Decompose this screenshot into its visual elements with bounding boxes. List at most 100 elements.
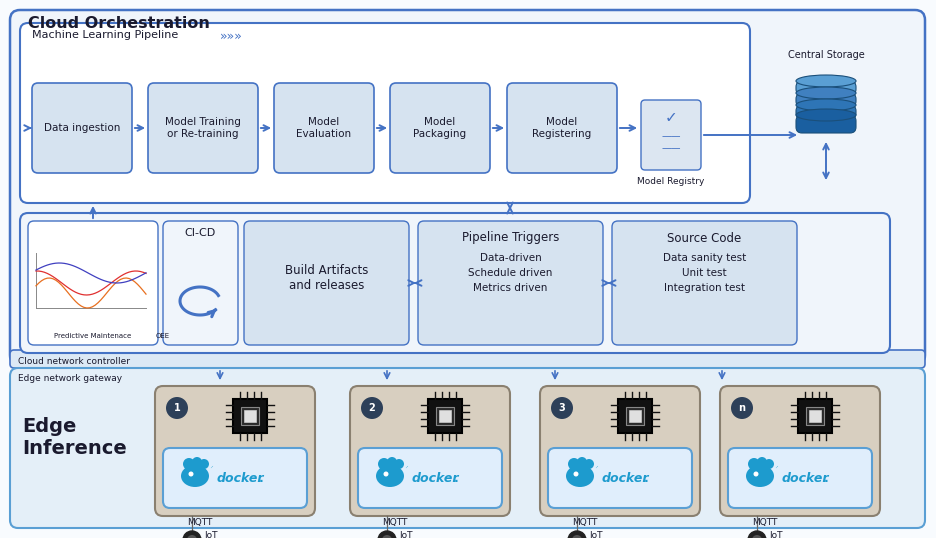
FancyBboxPatch shape (548, 448, 692, 508)
Text: Machine Learning Pipeline: Machine Learning Pipeline (32, 30, 178, 40)
Text: ——: —— (661, 143, 680, 153)
Text: MQTT: MQTT (572, 518, 597, 527)
Text: IoT: IoT (589, 532, 603, 538)
FancyBboxPatch shape (612, 221, 797, 345)
Text: IoT: IoT (399, 532, 413, 538)
Circle shape (183, 458, 195, 470)
Text: IoT: IoT (769, 532, 782, 538)
Text: docker: docker (217, 471, 265, 485)
FancyArrowPatch shape (776, 466, 778, 468)
FancyBboxPatch shape (10, 350, 925, 368)
Circle shape (382, 535, 392, 538)
Text: Model
Evaluation: Model Evaluation (297, 117, 352, 139)
Circle shape (361, 397, 383, 419)
FancyBboxPatch shape (796, 81, 856, 95)
FancyBboxPatch shape (390, 83, 490, 173)
Text: Model Training
or Re-training: Model Training or Re-training (165, 117, 241, 139)
Text: Edge network gateway: Edge network gateway (18, 374, 122, 383)
Text: MQTT: MQTT (187, 518, 212, 527)
Text: Data ingestion: Data ingestion (44, 123, 120, 133)
Bar (809, 410, 821, 422)
Circle shape (394, 459, 404, 469)
FancyArrowPatch shape (406, 466, 408, 468)
FancyBboxPatch shape (350, 386, 510, 516)
Text: .: . (259, 471, 264, 485)
Text: Pipeline Triggers: Pipeline Triggers (461, 231, 559, 244)
Text: CI-CD: CI-CD (184, 228, 215, 238)
Bar (233, 399, 267, 433)
FancyBboxPatch shape (28, 221, 158, 345)
FancyBboxPatch shape (720, 386, 880, 516)
Circle shape (753, 471, 758, 477)
Ellipse shape (796, 109, 856, 121)
FancyBboxPatch shape (10, 10, 925, 365)
Text: IoT: IoT (204, 532, 217, 538)
Bar (241, 407, 259, 426)
Circle shape (748, 458, 760, 470)
Text: Edge
Inference: Edge Inference (22, 417, 126, 458)
FancyBboxPatch shape (20, 23, 750, 203)
Circle shape (584, 459, 594, 469)
Circle shape (199, 459, 209, 469)
Text: Build Artifacts
and releases: Build Artifacts and releases (285, 264, 368, 292)
Circle shape (577, 457, 587, 467)
FancyBboxPatch shape (507, 83, 617, 173)
Text: Model
Packaging: Model Packaging (414, 117, 466, 139)
FancyBboxPatch shape (358, 448, 502, 508)
Text: docker: docker (782, 471, 829, 485)
Bar (625, 407, 644, 426)
Circle shape (752, 535, 762, 538)
Bar (806, 407, 825, 426)
Text: OEE: OEE (156, 333, 170, 339)
Ellipse shape (746, 465, 774, 487)
FancyBboxPatch shape (274, 83, 374, 173)
FancyBboxPatch shape (10, 368, 925, 528)
Text: Model
Registering: Model Registering (533, 117, 592, 139)
Bar (629, 410, 641, 422)
Circle shape (757, 457, 767, 467)
Text: .: . (824, 471, 828, 485)
Text: n: n (739, 403, 745, 413)
Ellipse shape (566, 465, 594, 487)
FancyBboxPatch shape (32, 83, 132, 173)
Circle shape (551, 397, 573, 419)
FancyBboxPatch shape (20, 213, 890, 353)
Ellipse shape (376, 465, 404, 487)
Text: Cloud Orchestration: Cloud Orchestration (28, 16, 210, 31)
FancyBboxPatch shape (163, 221, 238, 345)
Text: .: . (644, 471, 649, 485)
Circle shape (187, 535, 197, 538)
FancyBboxPatch shape (418, 221, 603, 345)
FancyArrowPatch shape (211, 466, 213, 468)
Text: 3: 3 (559, 403, 565, 413)
Text: 1: 1 (173, 403, 181, 413)
Circle shape (731, 397, 753, 419)
Circle shape (568, 458, 580, 470)
Text: MQTT: MQTT (752, 518, 778, 527)
Bar (618, 399, 652, 433)
Circle shape (387, 457, 397, 467)
Text: Predictive Maintenace: Predictive Maintenace (54, 333, 132, 339)
Circle shape (568, 531, 586, 538)
Ellipse shape (796, 99, 856, 111)
FancyBboxPatch shape (155, 386, 315, 516)
Circle shape (188, 471, 194, 477)
Text: Integration test: Integration test (664, 283, 745, 293)
Bar (435, 407, 454, 426)
FancyBboxPatch shape (540, 386, 700, 516)
Circle shape (166, 397, 188, 419)
FancyBboxPatch shape (148, 83, 258, 173)
Text: Data-driven: Data-driven (479, 253, 541, 263)
FancyBboxPatch shape (641, 100, 701, 170)
Text: Data sanity test: Data sanity test (663, 253, 746, 263)
Text: »»»: »»» (220, 30, 242, 43)
Text: docker: docker (602, 471, 650, 485)
FancyBboxPatch shape (728, 448, 872, 508)
Circle shape (384, 471, 388, 477)
FancyBboxPatch shape (796, 93, 856, 107)
Bar (798, 399, 832, 433)
Circle shape (572, 535, 582, 538)
Bar (244, 410, 256, 422)
Text: ✓: ✓ (665, 110, 678, 125)
Ellipse shape (796, 75, 856, 87)
